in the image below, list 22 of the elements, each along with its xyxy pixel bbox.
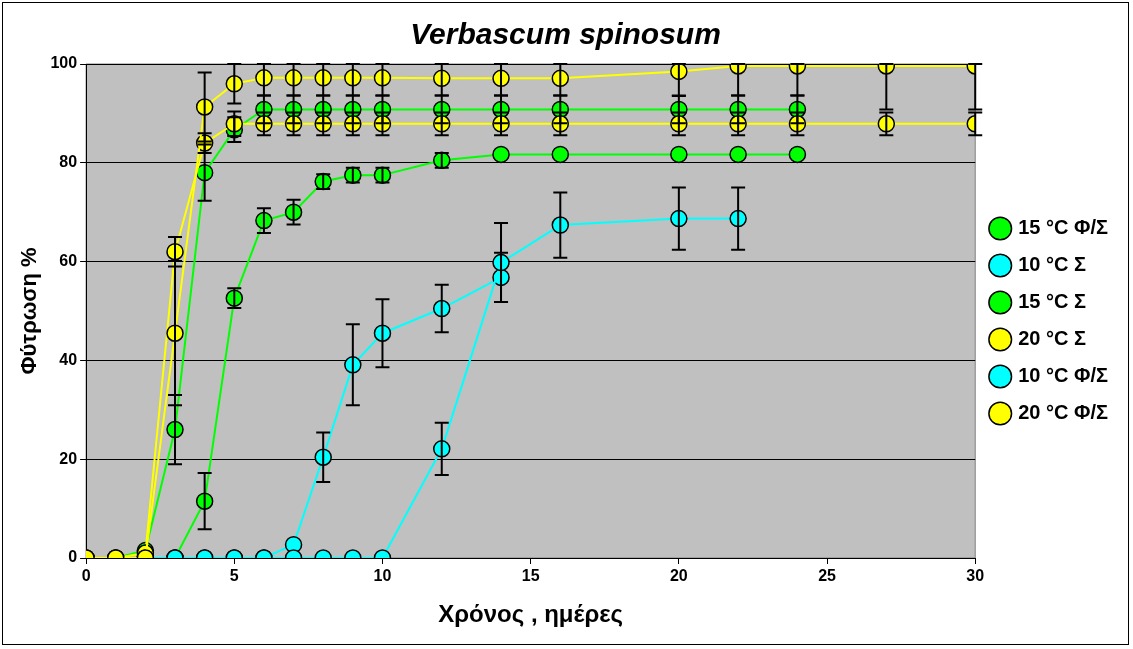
- legend-label: 15 °C Σ: [1018, 290, 1087, 313]
- legend-label: 10 °C Φ/Σ: [1018, 364, 1109, 387]
- x-tick-label: 20: [669, 567, 688, 585]
- y-tick-label: 100: [50, 54, 78, 72]
- y-tick-label: 0: [68, 548, 78, 566]
- y-tick-label: 80: [59, 153, 78, 171]
- x-tick-label: 5: [229, 567, 239, 585]
- x-axis-title: Χρόνος , ημέρες: [438, 600, 624, 628]
- legend-label: 20 °C Σ: [1018, 327, 1087, 350]
- x-tick-label: 15: [521, 567, 540, 585]
- legend-label: 20 °C Φ/Σ: [1018, 401, 1109, 424]
- x-tick-label: 25: [818, 567, 837, 585]
- legend-label: 15 °C Φ/Σ: [1018, 216, 1109, 239]
- y-tick-label: 60: [59, 252, 78, 270]
- y-tick-label: 20: [59, 449, 78, 467]
- x-tick-label: 0: [81, 567, 91, 585]
- chart-title: Verbascum spinosum: [410, 17, 721, 51]
- legend-label: 10 °C Σ: [1018, 253, 1087, 276]
- x-tick-label: 10: [373, 567, 392, 585]
- y-tick-label: 40: [59, 350, 78, 368]
- x-tick-label: 30: [966, 567, 985, 585]
- y-axis-title: Φύτρωση %: [16, 247, 42, 375]
